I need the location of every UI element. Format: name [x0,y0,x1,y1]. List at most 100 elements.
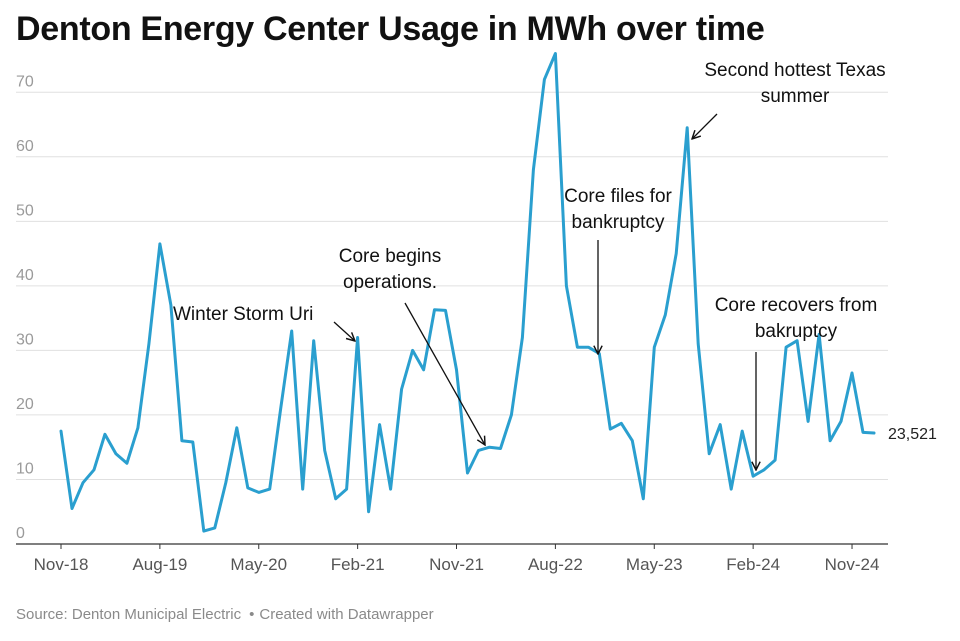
data-point [773,458,777,462]
data-point [675,252,678,255]
data-point [169,304,173,307]
data-point [839,420,843,423]
footer-separator: • [249,606,255,623]
data-point [444,309,447,312]
data-point [708,452,711,455]
x-tick-label: Nov-18 [34,555,89,574]
data-point [806,420,810,423]
data-point [345,487,348,491]
x-tick-label: Aug-19 [132,555,187,574]
data-point [389,487,392,491]
annotation-text: Core recovers from [715,295,878,316]
data-point [202,529,206,533]
data-point [872,431,876,435]
x-tick-label: May-23 [626,555,683,574]
x-tick-label: May-20 [230,555,287,574]
data-point [697,342,700,346]
data-point [795,339,799,342]
data-point [136,426,140,430]
data-point [686,126,689,129]
data-point [631,439,634,442]
annotation-text: bankruptcy [572,212,665,233]
y-axis-ticks: 0 10 20 30 40 50 60 70 [16,73,34,542]
data-point [224,481,227,484]
annotation: Core files for bankruptcy [564,186,673,354]
data-point [620,422,623,425]
data-point [367,510,370,513]
y-tick-label: 70 [16,73,34,90]
data-point [246,486,249,490]
footer: Source: Denton Municipal Electric • Create… [16,606,434,623]
data-point [565,284,568,288]
annotation: Core begins operations. [339,246,485,445]
data-point [817,333,821,336]
data-point [301,487,304,491]
data-point [312,339,315,342]
data-point [751,475,755,478]
x-tick-label: Feb-21 [331,555,385,574]
annotation-arrow [333,321,355,341]
annotation-text: Winter Storm Uri [173,304,313,325]
x-tick-label: Nov-24 [825,555,880,574]
data-point [268,487,271,491]
data-point [576,345,579,349]
data-point [521,336,524,339]
data-point [147,342,151,346]
data-point [191,440,195,444]
data-point [477,449,480,452]
data-point [861,431,865,434]
y-tick-label: 60 [16,138,34,155]
data-point [664,313,667,317]
data-point [356,336,359,339]
data-point [158,242,162,246]
data-point [59,429,63,433]
data-point [323,449,326,452]
annotation-text: Core begins [339,246,441,267]
data-point [784,345,788,349]
data-point [642,497,645,501]
y-tick-label: 40 [16,267,34,284]
series-line [59,52,876,533]
source-text: Source: Denton Municipal Electric [16,606,242,623]
data-point [543,78,546,81]
data-point [532,168,535,171]
data-point [762,468,766,471]
x-axis-ticks: Nov-18 Aug-19 May-20 Feb-21 Nov-21 Aug-22 May-… [34,544,880,574]
x-tick-label: Feb-24 [726,555,780,574]
data-point [235,426,238,430]
data-point [103,433,107,436]
annotation-arrow [404,302,485,445]
y-tick-label: 50 [16,202,34,219]
data-point [180,439,184,442]
y-tick-label: 20 [16,396,34,413]
data-point [114,452,118,455]
data-point [400,387,403,391]
annotation-text: Second hottest Texas [704,60,885,81]
data-point [290,329,293,333]
annotation: Second hottest Texas summer [692,60,886,139]
data-point [587,345,590,349]
data-point [92,468,96,471]
annotation-text: operations. [343,272,437,293]
data-point [433,308,436,311]
data-point [828,439,832,442]
series-layer [59,52,876,533]
data-point [70,507,74,510]
data-point [422,368,425,371]
data-point [455,368,458,371]
data-point [334,497,337,501]
data-point [411,349,414,352]
data-point [510,413,513,417]
data-point [609,427,612,431]
data-point [653,345,656,349]
data-point [718,423,722,426]
y-tick-label: 0 [16,525,25,542]
gridlines [16,91,888,545]
data-point [279,407,282,410]
data-point [257,491,260,494]
data-point [554,52,557,55]
data-point [488,446,491,449]
data-point [378,423,381,426]
